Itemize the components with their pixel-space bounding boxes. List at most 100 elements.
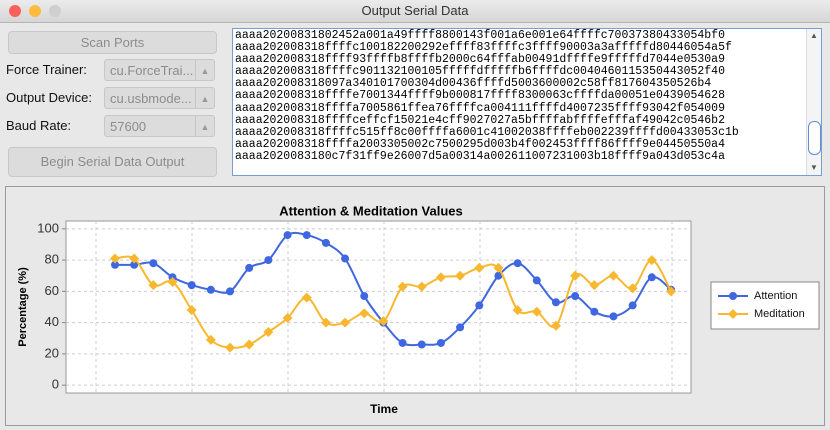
baud-rate-combo[interactable]: 57600 ▲▼ — [104, 115, 215, 137]
x-axis-label: Time — [370, 402, 398, 416]
data-point — [647, 273, 656, 282]
serial-line: aaaa202008318ffffc515ff8c00ffffa6001c410… — [235, 125, 739, 139]
data-point — [111, 260, 119, 269]
force-trainer-combo[interactable]: cu.ForceTrai...▲▼ — [104, 59, 215, 81]
data-point — [264, 256, 273, 265]
title-bar: Output Serial Data — [0, 0, 830, 23]
data-point — [245, 263, 254, 272]
y-tick-label: 80 — [45, 252, 59, 267]
window-title: Output Serial Data — [361, 3, 469, 18]
data-point — [417, 340, 426, 349]
data-point — [608, 270, 619, 281]
data-point — [551, 298, 560, 307]
data-point — [589, 280, 600, 291]
data-point — [186, 305, 197, 316]
chart: Attention & Meditation Values Time Perce… — [17, 203, 820, 416]
data-point — [475, 301, 484, 310]
combo-value: cu.ForceTrai... — [110, 63, 194, 78]
data-point — [397, 281, 408, 292]
data-point — [378, 316, 389, 327]
begin-button[interactable]: Begin Serial Data Output — [8, 147, 217, 177]
legend-label: Meditation — [754, 308, 805, 320]
combo-arrow: ▲▼ — [195, 60, 214, 80]
y-tick-label: 60 — [45, 283, 59, 298]
data-point — [456, 323, 465, 332]
serial-line: aaaa2020083180c7f31ff9e26007d5a00314a002… — [235, 149, 725, 163]
data-point — [570, 270, 581, 281]
data-point — [666, 286, 676, 297]
chart-panel: Attention & Meditation Values Time Perce… — [5, 186, 825, 426]
data-point — [590, 307, 599, 316]
data-point — [455, 270, 466, 281]
data-point — [531, 306, 542, 317]
data-point — [494, 271, 503, 280]
minimize-button[interactable] — [29, 5, 41, 17]
scroll-down[interactable]: ▼ — [810, 163, 818, 172]
y-tick-label: 0 — [52, 377, 59, 392]
serial-line: aaaa202008318ffff93ffffb8ffffb2000c64fff… — [235, 53, 725, 67]
data-point — [149, 259, 158, 268]
serial-line: aaaa202008318ffffa2003305002c7500295d003… — [235, 137, 725, 151]
combo-arrow: ▲▼ — [195, 88, 214, 108]
zoom-button[interactable] — [49, 5, 61, 17]
y-tick-label: 100 — [37, 220, 59, 235]
serial-lines: aaaa20200831802452a001a49ffff8800143f001… — [233, 29, 821, 163]
data-point — [512, 305, 523, 316]
data-point — [493, 262, 504, 273]
data-point — [340, 317, 351, 328]
data-point — [302, 231, 311, 240]
chart-title: Attention & Meditation Values — [279, 203, 462, 218]
data-point — [283, 231, 292, 240]
close-button[interactable] — [9, 5, 21, 17]
y-tick-label: 40 — [45, 314, 59, 329]
data-point — [360, 292, 369, 301]
data-point — [550, 320, 561, 331]
serial-line: aaaa202008318097a340101700304d00436ffffd… — [235, 77, 712, 91]
data-point — [435, 272, 446, 283]
data-point — [398, 338, 407, 347]
combo-arrow: ▲▼ — [195, 116, 214, 136]
combo-value: cu.usbmode... — [110, 91, 192, 106]
scroll-thumb[interactable] — [808, 121, 821, 155]
legend-marker — [729, 292, 737, 300]
data-point — [244, 339, 255, 350]
plot-area — [65, 220, 692, 394]
serial-line: aaaa20200831802452a001a49ffff8800143f001… — [235, 29, 725, 42]
data-point — [167, 276, 178, 287]
force-trainer-label: Force Trainer: — [6, 62, 87, 77]
data-point — [321, 238, 330, 247]
data-point — [226, 287, 235, 296]
data-point — [513, 259, 522, 268]
y-axis-label: Percentage (%) — [17, 267, 29, 347]
y-tick-label: 20 — [45, 345, 59, 360]
data-point — [130, 260, 139, 269]
data-point — [474, 262, 485, 273]
data-point — [628, 301, 637, 310]
data-point — [646, 255, 657, 266]
output-device-combo[interactable]: cu.usbmode...▲▼ — [104, 87, 215, 109]
data-point — [110, 253, 120, 264]
serial-line: aaaa202008318ffffc901132100105fffffdffff… — [235, 65, 725, 79]
data-point — [571, 292, 580, 301]
serial-line: aaaa202008318ffffc100182200292effff83fff… — [235, 41, 732, 55]
baud-rate-label: Baud Rate: — [6, 118, 72, 133]
data-point — [187, 281, 196, 290]
data-point — [320, 317, 331, 328]
serial-output[interactable]: aaaa20200831802452a001a49ffff8800143f001… — [232, 28, 822, 176]
combo-value: 57600 — [110, 119, 147, 134]
data-point — [301, 292, 312, 303]
scan-button[interactable]: Scan Ports — [8, 31, 217, 54]
legend: Attention Meditation — [710, 281, 820, 330]
output-device-label: Output Device: — [6, 90, 92, 105]
data-point — [627, 283, 638, 294]
legend-box — [710, 281, 820, 330]
serial-line: aaaa202008318ffffa7005861ffea76ffffca004… — [235, 101, 725, 115]
data-point — [436, 338, 445, 347]
data-point — [282, 312, 293, 323]
scroll-up[interactable]: ▲ — [810, 31, 818, 40]
data-point — [205, 334, 216, 345]
data-point — [416, 281, 427, 292]
data-point — [206, 285, 215, 294]
scrollbar[interactable]: ▲ ▼ — [806, 29, 821, 175]
